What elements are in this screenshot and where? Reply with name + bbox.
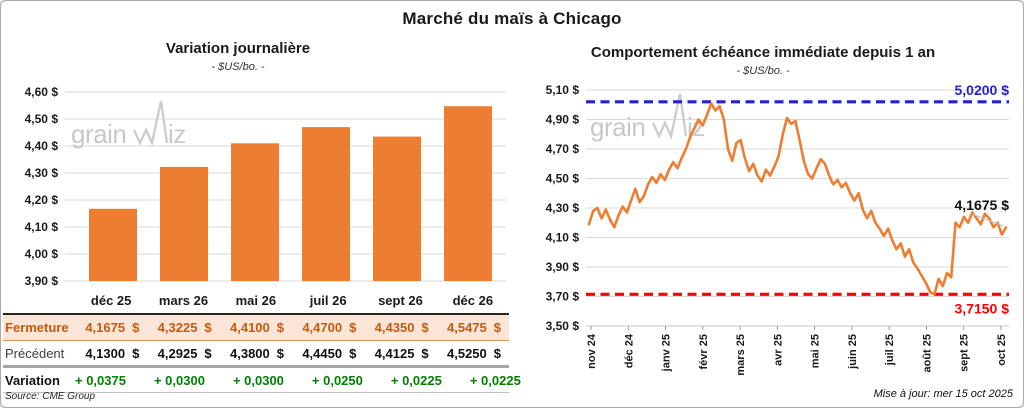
column-header: mars 26 [158, 293, 209, 308]
bar-chart-title: Variation journalière [165, 40, 311, 57]
x-axis-label: juin 25 [847, 334, 859, 370]
price-line [587, 101, 1008, 296]
x-axis-label: sept 25 [959, 334, 971, 372]
svg-text:grain: grain [71, 119, 126, 149]
svg-text:4,40 $: 4,40 $ [25, 139, 59, 153]
table-cell: + 0,0250 [311, 372, 363, 388]
bar [89, 208, 137, 281]
table-cell: 4,4350 $ [374, 320, 429, 335]
column-header: déc 25 [90, 293, 132, 308]
label-leader-line [971, 213, 1004, 227]
bar-chart: 4,60 $ 4,50 $ 4,40 $ 4,30 $ 4,20 $ 4,10 $ 4,00… [25, 85, 506, 288]
x-axis-label: août 25 [921, 334, 933, 373]
table-cell: 4,1300 $ [85, 345, 140, 361]
svg-text:4,50 $: 4,50 $ [25, 112, 59, 126]
table-cell: + 0,0300 [153, 372, 205, 388]
svg-text:4,10 $: 4,10 $ [25, 220, 59, 234]
x-axis-label: févr 25 [698, 334, 710, 369]
line-chart-title: Comportement échéance immédiate depuis 1… [590, 44, 936, 61]
table-row-variation: Variation + 0,0375 + 0,0300 + 0,0300 + 0,025… [3, 368, 521, 393]
row-label: Précédent [5, 345, 65, 361]
table-cell: 4,5475 $ [447, 320, 501, 335]
svg-text:4,00 $: 4,00 $ [25, 247, 59, 261]
svg-text:3,70 $: 3,70 $ [546, 290, 580, 304]
x-axis-label: avr 25 [772, 334, 784, 366]
last-value-label: 4,1675 $ [955, 197, 1010, 213]
svg-text:3,50 $: 3,50 $ [546, 319, 580, 333]
table-cell: 4,3800 $ [230, 345, 284, 361]
line-chart: 5,10 $ 4,90 $ 4,70 $ 4,50 $ 4,30 $ 4,10 $ 3,90… [546, 82, 1010, 376]
grainwiz-watermark: grain iz [71, 100, 186, 149]
ref-line-label: 3,7150 $ [955, 300, 1010, 316]
table-cell: 4,4450 $ [302, 345, 357, 361]
page-title: Marché du maïs à Chicago [402, 9, 622, 28]
table-row-fermeture: Fermeture 4,1675 $ 4,3225 $ 4,4100 $ 4,4700 $ 4,4… [3, 315, 509, 341]
column-header: mai 26 [235, 293, 277, 308]
svg-text:4,10 $: 4,10 $ [546, 231, 580, 245]
table-cell: 4,3225 $ [157, 320, 212, 335]
column-header: juil 26 [309, 293, 347, 308]
row-label: Fermeture [5, 320, 69, 335]
x-axis-label: déc 24 [623, 333, 635, 368]
x-axis-label: mai 25 [810, 334, 822, 368]
bar [302, 127, 350, 281]
svg-text:4,30 $: 4,30 $ [25, 166, 59, 180]
table-cell: 4,5250 $ [447, 345, 501, 361]
bar [373, 136, 421, 281]
svg-text:4,90 $: 4,90 $ [546, 113, 580, 127]
x-axis-label: oct 25 [996, 334, 1008, 366]
svg-text:3,90 $: 3,90 $ [546, 260, 580, 274]
column-header: sept 26 [378, 293, 423, 308]
bar-chart-subtitle: - $US/bo. - [211, 61, 265, 73]
svg-text:3,90 $: 3,90 $ [25, 274, 59, 288]
bar [231, 143, 279, 281]
svg-text:4,70 $: 4,70 $ [546, 142, 580, 156]
table-cell: 4,4125 $ [374, 345, 429, 361]
table-cell: 4,4100 $ [230, 320, 284, 335]
ref-line-label: 5,0200 $ [955, 82, 1010, 98]
table-row-precedent: Précédent 4,1300 $ 4,2925 $ 4,3800 $ 4,4450 $ 4,4… [3, 341, 509, 368]
x-axis-label: mars 25 [735, 334, 747, 376]
x-axis-label: nov 24 [586, 333, 598, 369]
table-header-row: déc 25 mars 26 mai 26 juil 26 sept 26 déc 26 [3, 288, 509, 315]
svg-text:5,10 $: 5,10 $ [546, 83, 580, 97]
update-note: Mise à jour: mer 15 oct 2025 [873, 388, 1013, 400]
line-chart-subtitle: - $US/bo. - [736, 65, 790, 77]
row-label: Variation [5, 372, 60, 388]
svg-text:4,20 $: 4,20 $ [25, 193, 59, 207]
table-cell: + 0,0300 [232, 372, 284, 388]
source-note: Source: CME Group [5, 391, 96, 402]
column-header: déc 26 [452, 293, 494, 308]
table-cell: + 0,0225 [469, 372, 521, 388]
table-cell: + 0,0225 [390, 372, 442, 388]
bar [160, 166, 208, 281]
svg-text:iz: iz [168, 119, 186, 149]
price-table: déc 25 mars 26 mai 26 juil 26 sept 26 déc 26 F… [3, 288, 521, 393]
table-cell: 4,1675 $ [85, 320, 140, 335]
table-cell: 4,4700 $ [302, 320, 357, 335]
bar [444, 106, 492, 281]
svg-text:4,50 $: 4,50 $ [546, 172, 580, 186]
x-axis-label: janv 25 [661, 334, 673, 372]
svg-text:4,60 $: 4,60 $ [25, 85, 59, 99]
svg-text:grain: grain [590, 112, 645, 142]
svg-text:4,30 $: 4,30 $ [546, 201, 580, 215]
x-axis-label: juil 25 [884, 334, 896, 366]
table-cell: 4,2925 $ [157, 345, 212, 361]
table-cell: + 0,0375 [75, 372, 126, 388]
